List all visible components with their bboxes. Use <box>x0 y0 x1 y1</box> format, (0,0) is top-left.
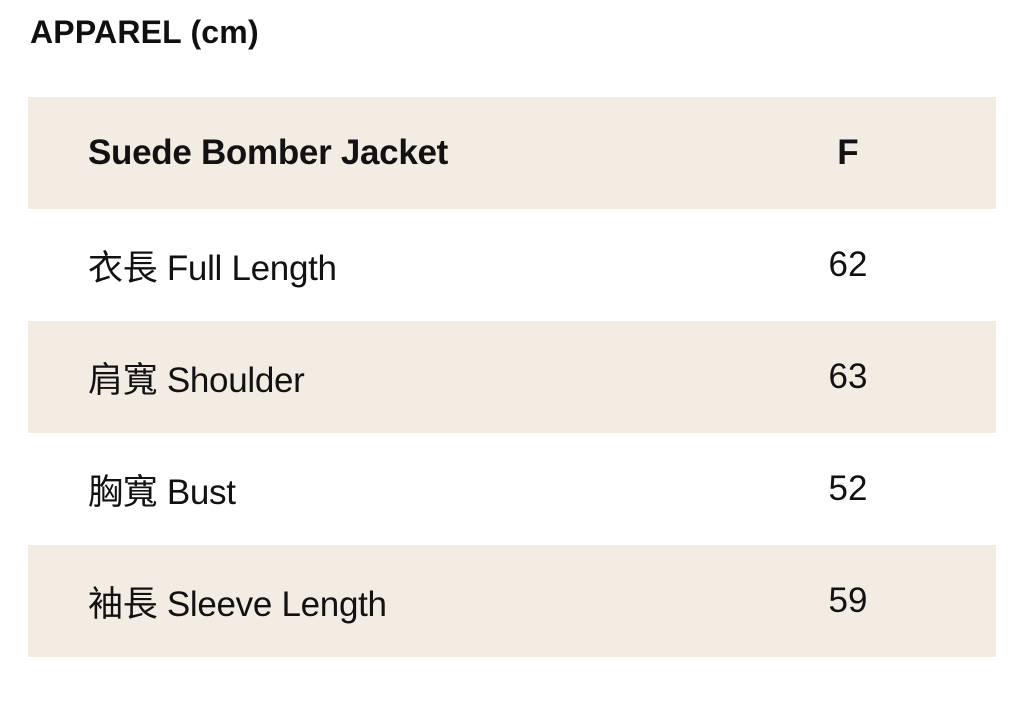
size-chart-page: APPAREL (cm) Suede Bomber Jacket F 衣長 Fu… <box>0 14 1024 657</box>
measurement-value: 52 <box>828 469 868 508</box>
measurement-value: 62 <box>828 245 868 284</box>
size-chart-table: Suede Bomber Jacket F 衣長 Full Length 62 … <box>28 97 996 657</box>
product-name-header: Suede Bomber Jacket <box>88 133 449 172</box>
table-row-sleeve-length: 袖長 Sleeve Length 59 <box>28 545 996 657</box>
table-row-full-length: 衣長 Full Length 62 <box>28 209 996 321</box>
table-row-shoulder: 肩寬 Shoulder 63 <box>28 321 996 433</box>
measurement-value: 59 <box>828 581 868 620</box>
size-column-header: F <box>837 133 859 172</box>
measurement-label: 袖長 Sleeve Length <box>88 584 387 624</box>
measurement-label: 衣長 Full Length <box>88 248 337 288</box>
measurement-label: 胸寬 Bust <box>88 472 236 512</box>
table-header-row: Suede Bomber Jacket F <box>28 97 996 209</box>
measurement-value: 63 <box>828 357 868 396</box>
measurement-label: 肩寬 Shoulder <box>88 360 305 400</box>
table-row-bust: 胸寬 Bust 52 <box>28 433 996 545</box>
page-title: APPAREL (cm) <box>30 14 259 50</box>
